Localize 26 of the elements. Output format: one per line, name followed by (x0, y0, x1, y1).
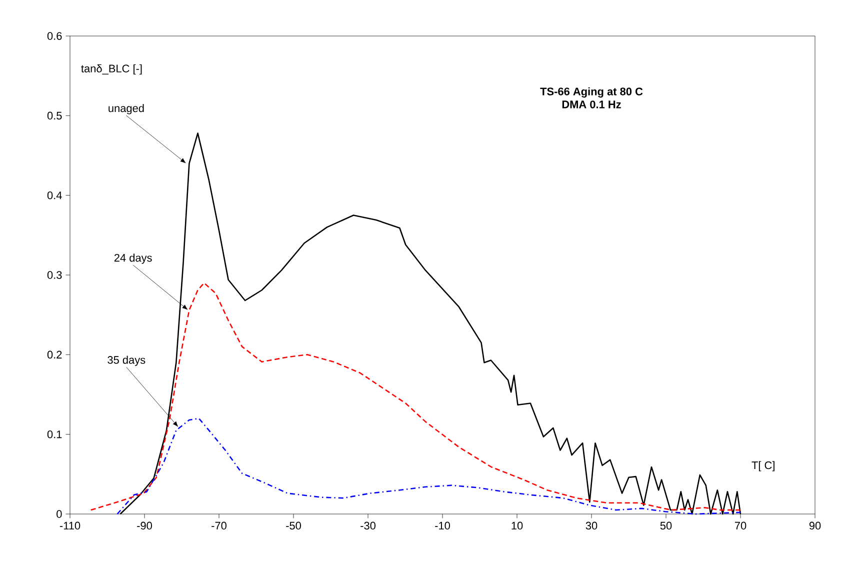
annotation: 35 days (108, 356, 146, 366)
annotation: 24 days (114, 254, 152, 264)
x-tick-label: -110 (60, 522, 80, 530)
y-tick-label: 0 (56, 510, 62, 518)
line-series (116, 418, 742, 515)
y-tick-label: 0.2 (47, 350, 62, 359)
x-tick-label: -90 (137, 522, 152, 530)
y-tick-label: 0.3 (47, 271, 62, 279)
x-tick-label: -30 (360, 522, 376, 530)
y-tick-label: 0.6 (47, 32, 62, 40)
x-tick-label: -50 (286, 522, 301, 530)
y-axis-title: tanδ_BLC [-] (81, 64, 142, 75)
x-tick-label: -70 (212, 522, 226, 530)
text: TS-66 Aging at 80 C (540, 87, 643, 98)
x-tick-label: 10 (512, 522, 523, 530)
text: DMA 0.1 Hz (562, 100, 621, 108)
annotation: unaged (108, 104, 144, 114)
x-tick-label: 70 (734, 522, 746, 530)
x-axis-title: T[ C] (752, 461, 774, 472)
y-tick-label: 0.5 (47, 112, 62, 120)
y-tick-label: 0.4 (47, 191, 62, 200)
x-tick-label: 90 (809, 522, 821, 530)
y-tick-label: 0.1 (47, 430, 62, 438)
x-tick-label: 50 (660, 522, 672, 530)
x-tick-label: 30 (586, 522, 598, 530)
x-tick-label: -10 (435, 522, 450, 530)
